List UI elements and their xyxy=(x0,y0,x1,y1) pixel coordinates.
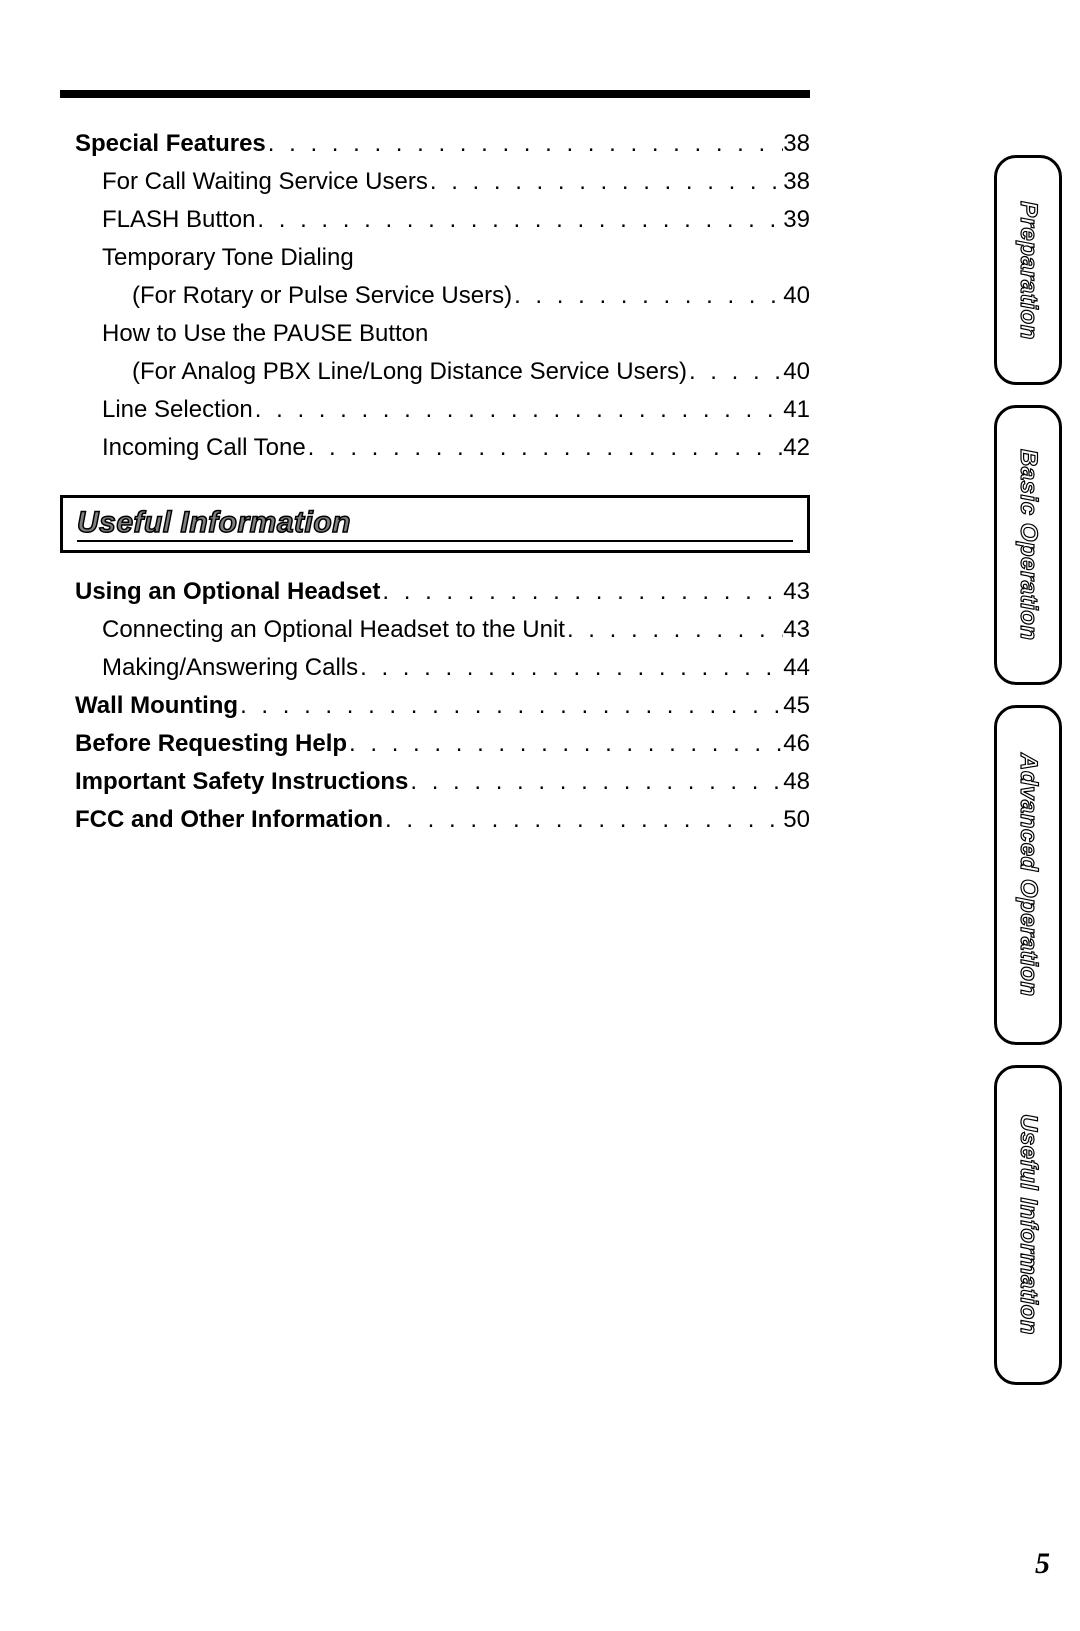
toc-dots: . . . . . . . . . . . . . . . . . . . . … xyxy=(383,801,783,839)
toc-label: Important Safety Instructions xyxy=(75,763,408,801)
side-tab-label: Preparation xyxy=(1014,201,1042,340)
toc-label: Before Requesting Help xyxy=(75,725,347,763)
toc-page: 39 xyxy=(783,201,810,239)
section-title: Useful Information xyxy=(77,506,351,539)
toc-page: 48 xyxy=(783,763,810,801)
toc-line: Connecting an Optional Headset to the Un… xyxy=(60,611,810,649)
page-number: 5 xyxy=(1035,1547,1050,1581)
toc-line: Making/Answering Calls. . . . . . . . . … xyxy=(60,649,810,687)
toc-page: 38 xyxy=(783,125,810,163)
toc-label: Making/Answering Calls xyxy=(102,649,358,687)
side-tabs: Preparation Basic Operation Advanced Opera… xyxy=(994,155,1062,1385)
toc-line: Before Requesting Help. . . . . . . . . … xyxy=(60,725,810,763)
toc-dots: . . . . . . . . . . . . . . . . . . . . … xyxy=(266,125,784,163)
side-tab: Useful Information xyxy=(994,1065,1062,1385)
toc-dots: . . . . . . . . . . . . . . . . . . . . … xyxy=(408,763,783,801)
useful-information-items: Using an Optional Headset. . . . . . . .… xyxy=(60,573,810,839)
toc-page: 46 xyxy=(783,725,810,763)
toc-dots: . . . . . . . . . . . . . . . . . . . . … xyxy=(238,687,783,725)
toc-line: Line Selection. . . . . . . . . . . . . … xyxy=(60,391,810,429)
toc-dots: . . . . . . . . . . . . . . . . . . . . … xyxy=(306,429,784,467)
toc-dots: . . . . . . . . . . . . . . . . . . . . … xyxy=(255,201,783,239)
side-tab: Basic Operation xyxy=(994,405,1062,685)
side-tab-label: Advanced Operation xyxy=(1014,753,1042,997)
toc-line: FLASH Button. . . . . . . . . . . . . . … xyxy=(60,201,810,239)
toc-line: Using an Optional Headset. . . . . . . .… xyxy=(60,573,810,611)
toc-dots: . . . . . . . . . . . . . . . . . . . . … xyxy=(253,391,784,429)
toc-page: 42 xyxy=(783,429,810,467)
toc-dots: . . . . . . . . . . . . . . . . . . . . … xyxy=(428,163,783,201)
toc-content: Special Features . . . . . . . . . . . .… xyxy=(60,90,810,839)
toc-line: Important Safety Instructions. . . . . .… xyxy=(60,763,810,801)
toc-dots: . . . . . . . . . . . . . . . . . . . . … xyxy=(565,611,783,649)
side-tab: Preparation xyxy=(994,155,1062,385)
toc-page: 40 xyxy=(783,353,810,391)
toc-page: 44 xyxy=(783,649,810,687)
special-features-items: For Call Waiting Service Users. . . . . … xyxy=(60,163,810,467)
toc-dots: . . . . . . . . . . . . . . . . . . . . … xyxy=(347,725,783,763)
main-column: Special Features . . . . . . . . . . . .… xyxy=(60,90,810,839)
toc-line: FCC and Other Information. . . . . . . .… xyxy=(60,801,810,839)
toc-line: How to Use the PAUSE Button. . . . . . .… xyxy=(60,315,810,353)
toc-label: For Call Waiting Service Users xyxy=(102,163,428,201)
toc-label: (For Analog PBX Line/Long Distance Servi… xyxy=(132,353,687,391)
side-tab: Advanced Operation xyxy=(994,705,1062,1045)
toc-label: Connecting an Optional Headset to the Un… xyxy=(102,611,565,649)
toc-page: 38 xyxy=(783,163,810,201)
toc-line: (For Analog PBX Line/Long Distance Servi… xyxy=(60,353,810,391)
toc-label: (For Rotary or Pulse Service Users) xyxy=(132,277,512,315)
toc-page: 43 xyxy=(783,611,810,649)
toc-line: (For Rotary or Pulse Service Users). . .… xyxy=(60,277,810,315)
toc-label: How to Use the PAUSE Button xyxy=(102,315,428,353)
toc-dots: . . . . . . . . . . . . . . . . . . . . … xyxy=(512,277,783,315)
toc-label: Using an Optional Headset xyxy=(75,573,380,611)
toc-label: Wall Mounting xyxy=(75,687,238,725)
section-box-useful-information: Useful Information xyxy=(60,495,810,553)
toc-line: Incoming Call Tone. . . . . . . . . . . … xyxy=(60,429,810,467)
toc-line: Temporary Tone Dialing. . . . . . . . . … xyxy=(60,239,810,277)
toc-label: Line Selection xyxy=(102,391,253,429)
toc-page: 41 xyxy=(783,391,810,429)
toc-line: Wall Mounting. . . . . . . . . . . . . .… xyxy=(60,687,810,725)
toc-heading-special-features: Special Features . . . . . . . . . . . .… xyxy=(60,125,810,163)
toc-page: 50 xyxy=(783,801,810,839)
section-underline xyxy=(77,540,793,542)
toc-label: Incoming Call Tone xyxy=(102,429,306,467)
side-tab-label: Basic Operation xyxy=(1014,449,1042,641)
toc-label: Temporary Tone Dialing xyxy=(102,239,354,277)
side-tab-label: Useful Information xyxy=(1014,1114,1042,1335)
toc-dots: . . . . . . . . . . . . . . . . . . . . … xyxy=(380,573,783,611)
toc-label: FCC and Other Information xyxy=(75,801,383,839)
page: Special Features . . . . . . . . . . . .… xyxy=(0,0,1080,1631)
toc-page: 40 xyxy=(783,277,810,315)
toc-page: 43 xyxy=(783,573,810,611)
toc-page: 45 xyxy=(783,687,810,725)
toc-dots: . . . . . . . . . . . . . . . . . . . . … xyxy=(358,649,783,687)
toc-label: Special Features xyxy=(75,125,266,163)
toc-label: FLASH Button xyxy=(102,201,255,239)
toc-line: For Call Waiting Service Users. . . . . … xyxy=(60,163,810,201)
toc-dots: . . . . . . . . . . . . . . . . . . . . … xyxy=(687,353,783,391)
